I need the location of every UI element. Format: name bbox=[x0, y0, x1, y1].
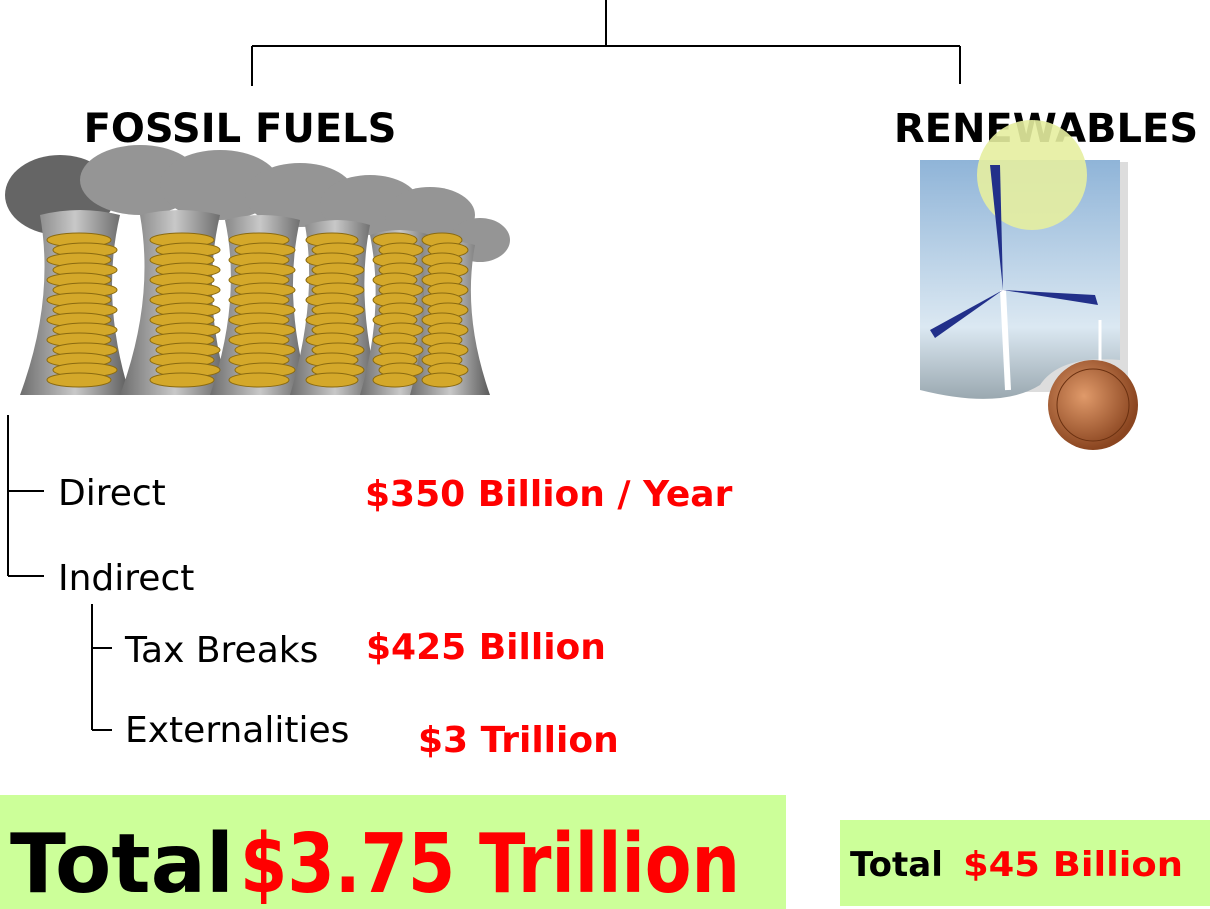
coin bbox=[229, 373, 289, 387]
coin bbox=[150, 373, 214, 387]
wind-turbine-illustration bbox=[920, 120, 1138, 450]
indirect-label: Indirect bbox=[58, 558, 194, 599]
fossil-title: FOSSIL FUELS bbox=[84, 106, 397, 152]
cooling-towers-illustration bbox=[5, 145, 510, 395]
coin bbox=[47, 373, 111, 387]
externalities-amount: $3 Trillion bbox=[418, 720, 619, 761]
fossil-total-label: Total bbox=[10, 817, 234, 909]
coin bbox=[373, 373, 417, 387]
diagram: FOSSIL FUELS RENEWABLES bbox=[0, 0, 1210, 909]
direct-label: Direct bbox=[58, 473, 166, 514]
fossil-total-amount: $3.75 Trillion bbox=[240, 817, 740, 909]
tax-breaks-label: Tax Breaks bbox=[124, 630, 318, 671]
externalities-label: Externalities bbox=[125, 710, 349, 751]
coin bbox=[422, 373, 462, 387]
direct-amount: $350 Billion / Year bbox=[365, 474, 733, 515]
tax-breaks-amount: $425 Billion bbox=[366, 627, 606, 668]
renewables-total-label: Total bbox=[850, 845, 943, 885]
top-connector bbox=[252, 0, 960, 86]
coin bbox=[306, 373, 358, 387]
page: {"fossil_fuels": {"title": "FOSSIL FUELS… bbox=[0, 0, 1210, 909]
renewables-total-amount: $45 Billion bbox=[963, 845, 1183, 885]
